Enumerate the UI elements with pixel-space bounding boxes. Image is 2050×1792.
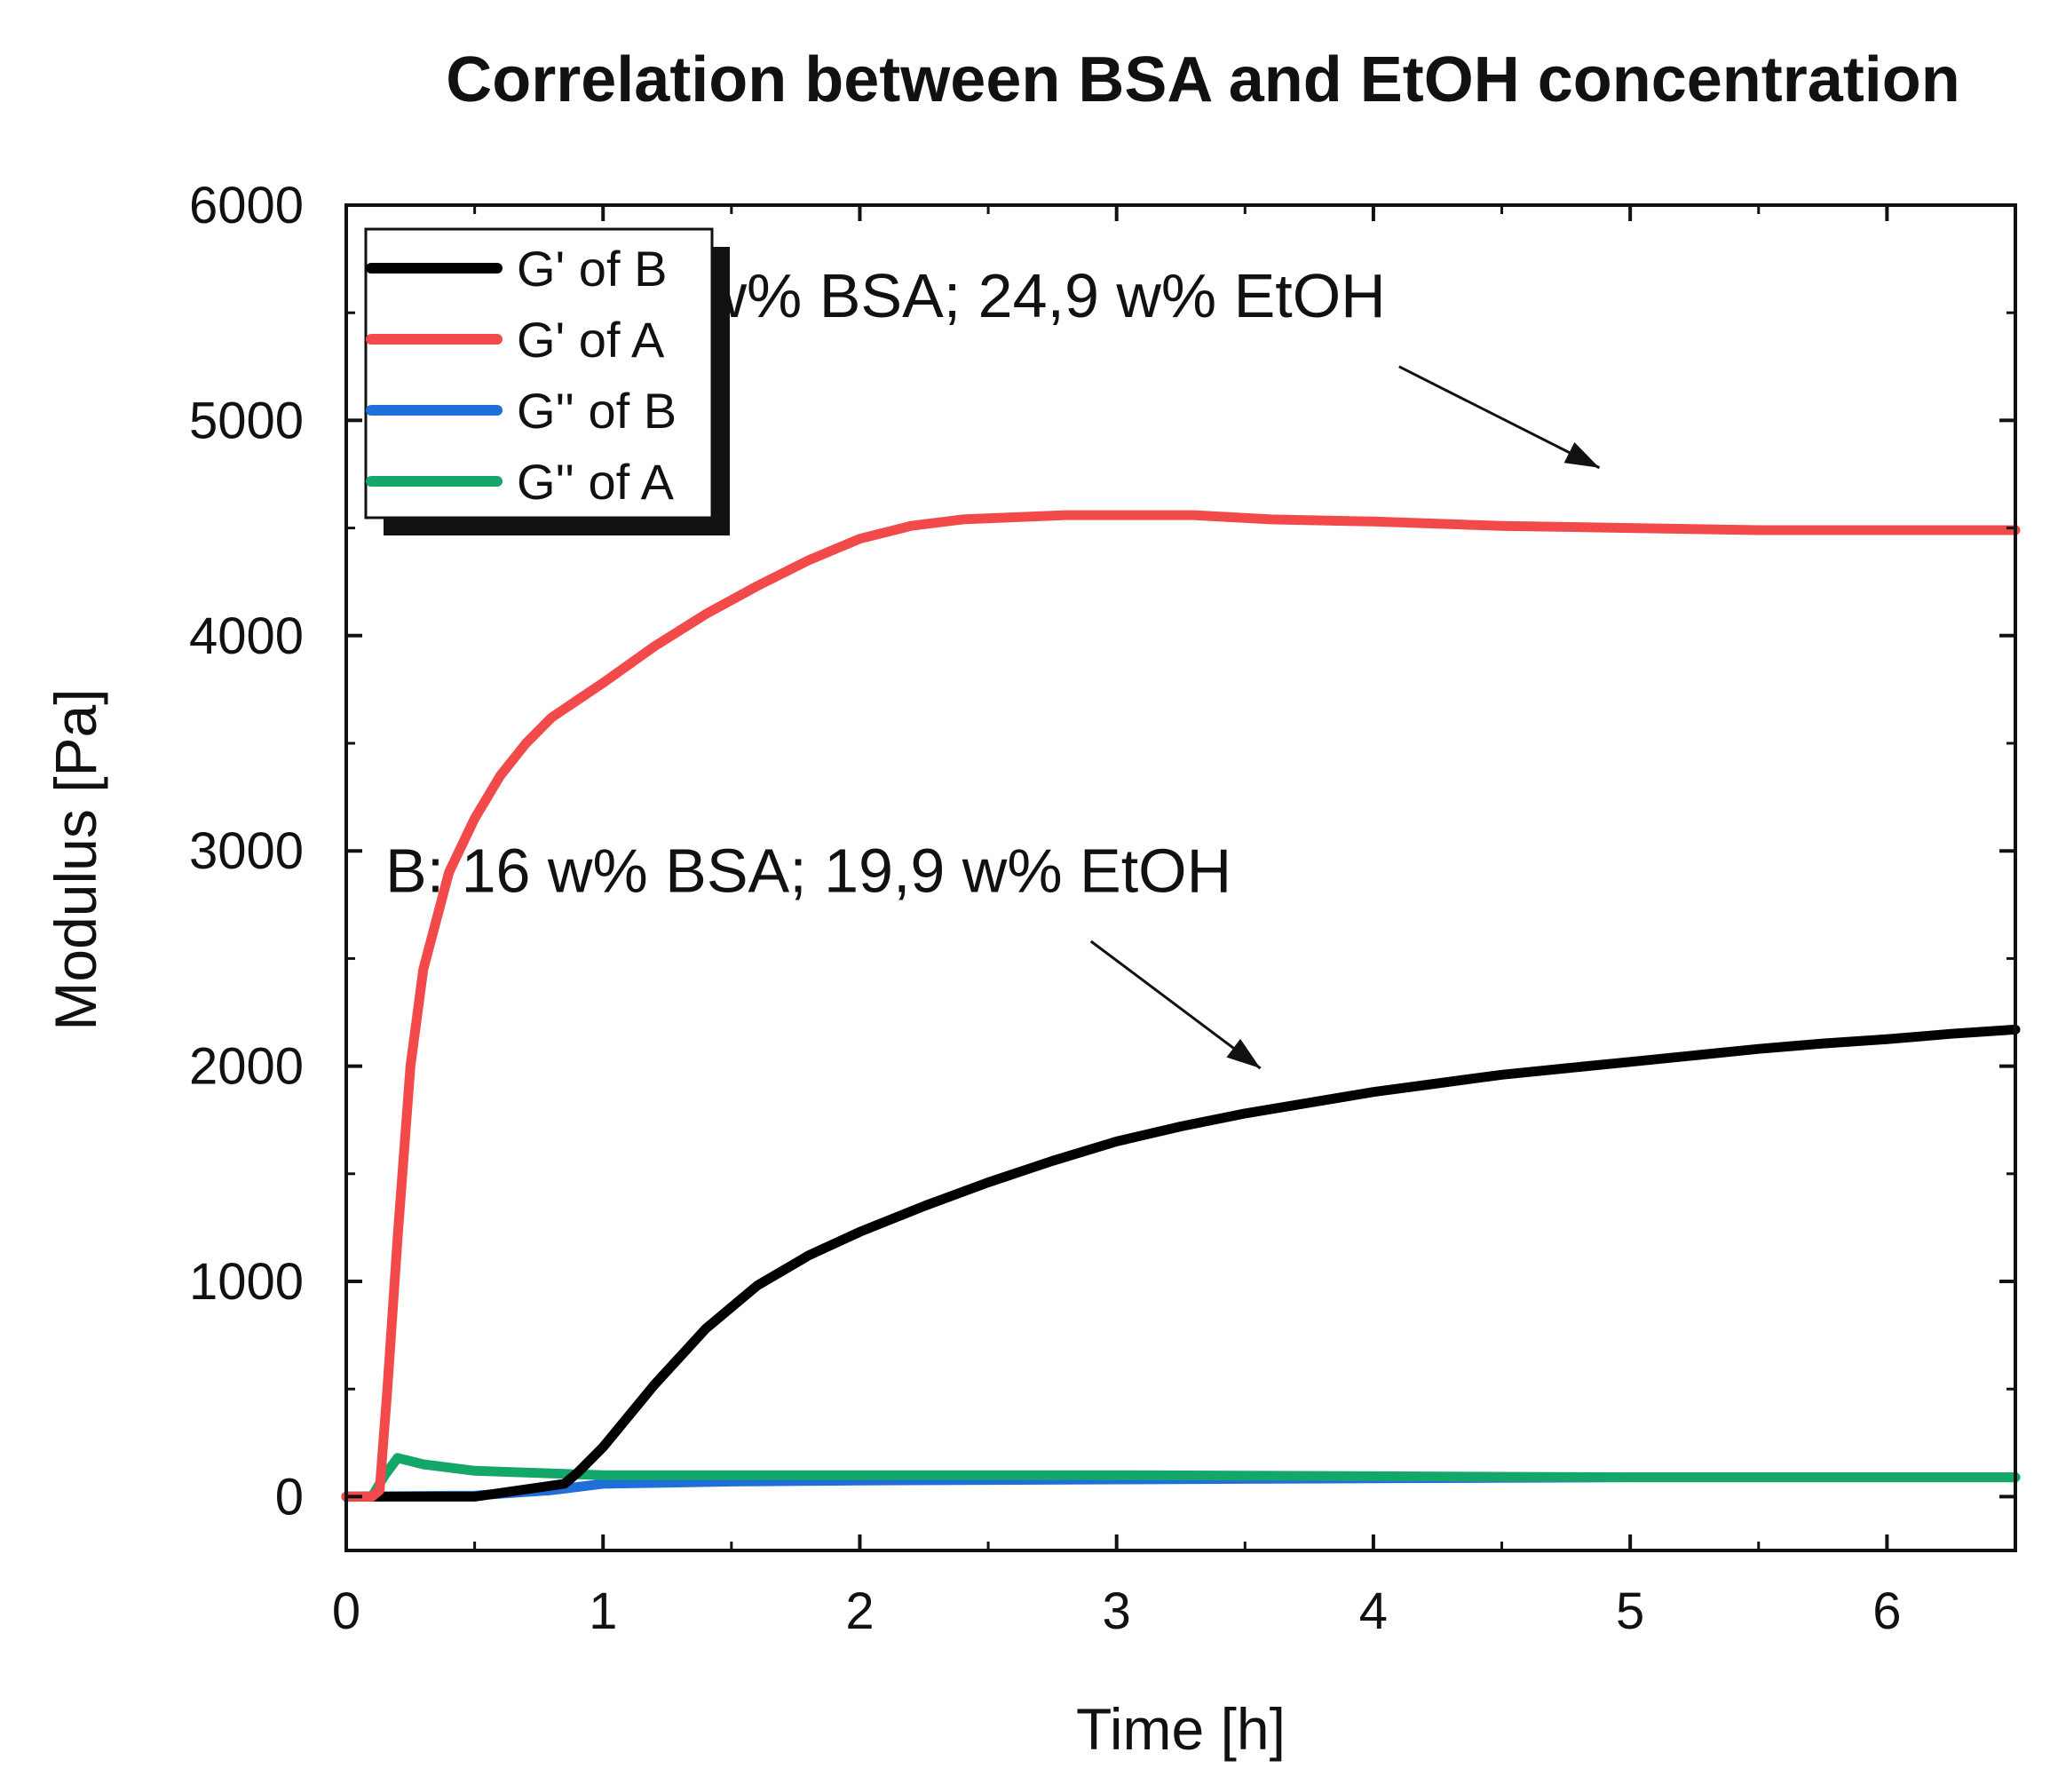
y-tick-label: 2000	[189, 1038, 304, 1096]
y-tick-label: 0	[275, 1468, 304, 1526]
x-tick-label: 4	[1359, 1582, 1388, 1640]
x-tick-label: 3	[1103, 1582, 1131, 1640]
annotation-arrowhead-1	[1563, 441, 1600, 468]
y-tick-label: 3000	[189, 822, 304, 880]
y-tick-label: 4000	[189, 607, 304, 665]
annotation-arrow-2	[1089, 940, 1262, 1070]
tick-layer: 0 1 2 3 4 5 6 0 1000 2000 3000 4000 5000 6000	[189, 177, 2015, 1640]
chart-title: Correlation between BSA and EtOH concent…	[446, 44, 1960, 115]
annotation-text-2: B: 16 w% BSA; 19,9 w% EtOH	[385, 836, 1231, 905]
legend-box	[364, 227, 714, 519]
series-layer	[341, 510, 2021, 1502]
legend-label-4: G'' of A	[517, 454, 675, 510]
y-tick-label: 5000	[189, 392, 304, 449]
annotation-arrowhead-2	[1226, 1038, 1261, 1069]
series-line-4	[341, 1453, 2021, 1502]
x-axis-label: Time [h]	[1076, 1696, 1286, 1762]
legend-label-1: G' of B	[517, 241, 667, 297]
annotation-arrow-1	[1398, 365, 1601, 470]
series-line-2	[341, 510, 2021, 1502]
series-line-1	[341, 1024, 2021, 1502]
x-tick-label: 2	[845, 1582, 874, 1640]
x-tick-label: 6	[1872, 1582, 1901, 1640]
legend-label-2: G' of A	[517, 312, 665, 368]
x-tick-label: 0	[332, 1582, 360, 1640]
legend-label-3: G'' of B	[517, 383, 677, 439]
y-tick-label: 1000	[189, 1253, 304, 1311]
x-tick-label: 1	[589, 1582, 617, 1640]
y-tick-label: 6000	[189, 177, 304, 234]
legend: G' of B G' of A G'' of B G'' of A	[364, 227, 730, 535]
y-axis-label: Modulus [Pa]	[43, 688, 108, 1030]
x-tick-label: 5	[1616, 1582, 1644, 1640]
plot-frame	[344, 203, 2017, 1552]
